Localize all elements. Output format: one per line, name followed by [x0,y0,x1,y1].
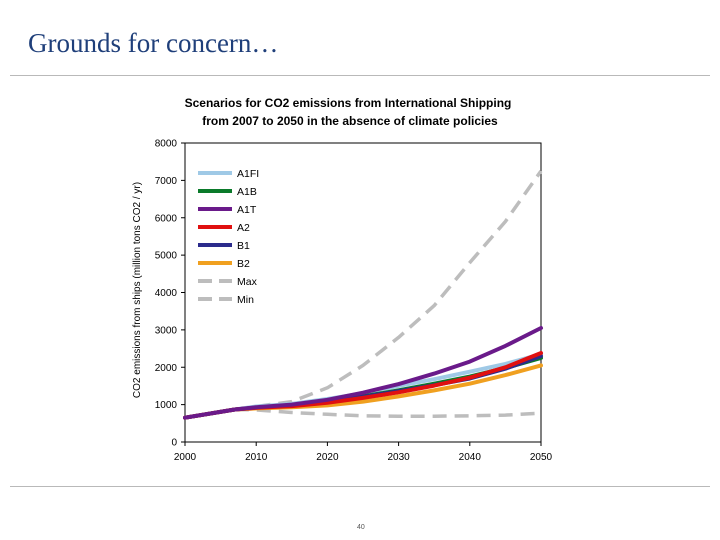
legend: A1FI A1B A1T A2 B1 B2 Max Min [198,168,259,306]
y-tick-label: 1000 [155,400,178,411]
bottom-divider [10,486,710,487]
x-tick-label: 2030 [387,452,410,463]
x-tick-label: 2000 [174,452,197,463]
top-divider [10,75,710,76]
series-line-a1t [183,326,543,420]
chart-subtitle: from 2007 to 2050 in the absence of clim… [202,114,498,128]
legend-label-min: Min [237,294,254,306]
legend-label-a1b: A1B [237,186,257,198]
series-line-min [234,407,542,418]
y-tick-label: 2000 [155,363,178,374]
chart-title: Scenarios for CO2 emissions from Interna… [185,96,512,110]
legend-label-a1fi: A1FI [237,168,259,180]
x-tick-label: 2050 [530,452,553,463]
x-tick-label: 2020 [316,452,339,463]
legend-label-a2: A2 [237,222,250,234]
y-tick-label: 5000 [155,251,178,262]
slide-title: Grounds for concern… [28,28,279,58]
series-layer [183,169,543,420]
legend-label-max: Max [237,276,258,288]
x-tick-label: 2010 [245,452,268,463]
legend-label-a1t: A1T [237,204,257,216]
y-tick-label: 8000 [155,139,178,150]
page-number: 40 [357,524,365,531]
y-tick-label: 3000 [155,325,178,336]
x-tick-label: 2040 [459,452,482,463]
y-tick-label: 6000 [155,213,178,224]
y-tick-label: 0 [171,438,177,449]
series-line-max [234,169,543,412]
legend-label-b2: B2 [237,258,250,270]
legend-label-b1: B1 [237,240,250,252]
y-tick-label: 4000 [155,288,178,299]
y-tick-label: 7000 [155,176,178,187]
axes-layer: 0 1000 2000 3000 4000 5000 6000 7000 8000 2000 201… [155,139,553,464]
y-axis-label: CO2 emissions from ships (million tons C… [132,182,143,398]
